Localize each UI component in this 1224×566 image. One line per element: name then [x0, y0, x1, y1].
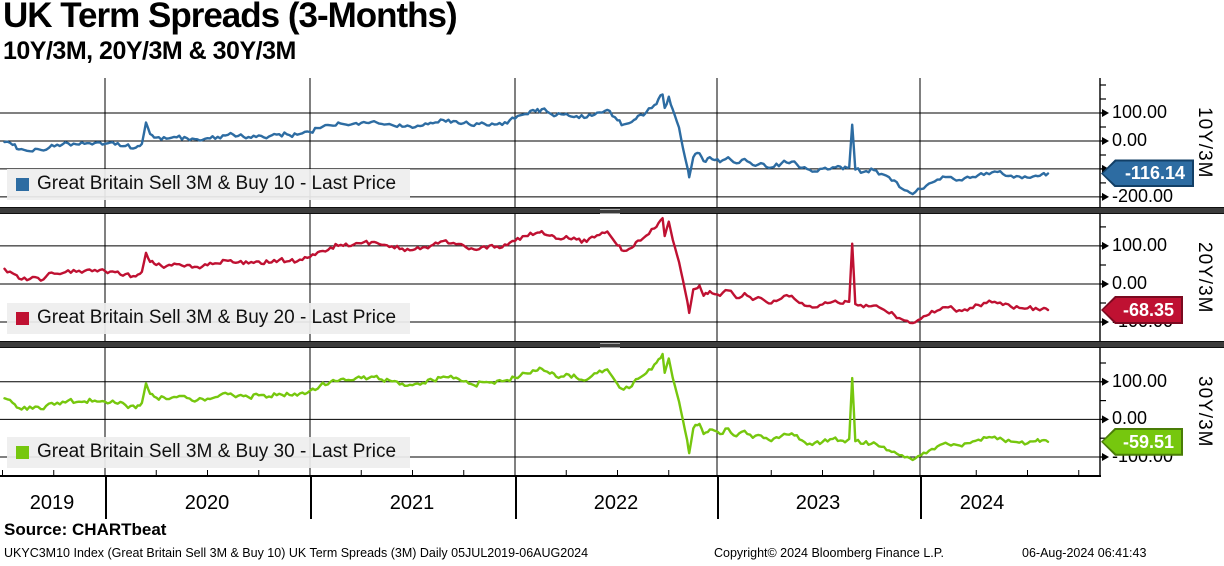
y-tick-label: 100.00 — [1112, 370, 1168, 391]
source-line: Source: CHARTbeat — [4, 520, 167, 539]
y-tick-label: 0.00 — [1112, 408, 1148, 429]
splitter-grip-icon[interactable] — [600, 209, 620, 214]
legend-swatch-icon — [16, 445, 29, 459]
series-line-30y3m — [3, 352, 1050, 462]
x-axis-frame — [0, 475, 1101, 477]
series-line-10y3m — [3, 93, 1050, 196]
y-tick-label: 100.00 — [1112, 101, 1168, 122]
x-year-label: 2021 — [389, 492, 435, 514]
series-line-20y3m — [3, 217, 1050, 325]
legend-label: Great Britain Sell 3M & Buy 10 - Last Pr… — [37, 173, 397, 194]
legend-label: Great Britain Sell 3M & Buy 30 - Last Pr… — [37, 441, 397, 462]
panel-splitter[interactable] — [0, 207, 1224, 214]
legend-20y3m[interactable]: Great Britain Sell 3M & Buy 20 - Last Pr… — [7, 303, 411, 334]
x-axis-year-separator — [105, 475, 107, 519]
timestamp: 06-Aug-2024 06:41:43 — [1022, 546, 1147, 560]
panel-splitter[interactable] — [0, 341, 1224, 348]
splitter-grip-icon[interactable] — [600, 343, 620, 348]
legend-swatch-icon — [16, 311, 29, 325]
panel-axis-label-10y3m: 10Y/3M — [1194, 106, 1215, 179]
panel-30y3m: 100.00 0.00 -100.00 -59.51 Great Britain Sel… — [0, 348, 1224, 475]
x-axis-year-separator — [515, 475, 517, 519]
legend-10y3m[interactable]: Great Britain Sell 3M & Buy 10 - Last Pr… — [7, 169, 411, 200]
security-info: UKYC3M10 Index (Great Britain Sell 3M & … — [4, 546, 589, 560]
x-year-label: 2023 — [795, 492, 841, 514]
chart-title: UK Term Spreads (3-Months) — [3, 0, 458, 35]
legend-label: Great Britain Sell 3M & Buy 20 - Last Pr… — [37, 307, 397, 328]
panel-plot-10y3m — [0, 78, 1109, 207]
x-axis-year-separator — [310, 475, 312, 519]
x-year-label: 2024 — [959, 492, 1005, 514]
last-price-value: -68.35 — [1103, 297, 1181, 322]
last-price-tag-10y3m: -116.14 — [1101, 159, 1194, 188]
panel-axis-label-20y3m: 20Y/3M — [1194, 241, 1215, 314]
x-axis-year-separator — [920, 475, 922, 519]
x-year-label: 2022 — [593, 492, 639, 514]
y-tick-label: 0.00 — [1112, 272, 1148, 293]
last-price-value: -59.51 — [1103, 429, 1181, 454]
last-price-tag-30y3m: -59.51 — [1101, 427, 1183, 456]
chart-subtitle: 10Y/3M, 20Y/3M & 30Y/3M — [3, 37, 296, 65]
legend-swatch-icon — [16, 177, 29, 191]
legend-30y3m[interactable]: Great Britain Sell 3M & Buy 30 - Last Pr… — [7, 437, 411, 468]
copyright-text: Copyright© 2024 Bloomberg Finance L.P. — [714, 546, 944, 560]
panel-axis-label-30y3m: 30Y/3M — [1194, 375, 1215, 448]
x-year-label: 2020 — [184, 492, 230, 514]
y-tick-label: 0.00 — [1112, 129, 1148, 150]
info-bar: UKYC3M10 Index (Great Britain Sell 3M & … — [0, 546, 1224, 564]
last-price-tag-20y3m: -68.35 — [1101, 295, 1183, 324]
y-tick-label: -200.00 — [1112, 185, 1174, 206]
last-price-value: -116.14 — [1103, 161, 1192, 186]
x-axis: 2019 2020 2021 2022 2023 2024 — [0, 475, 1224, 520]
x-year-label: 2019 — [29, 492, 75, 514]
x-axis-year-separator — [717, 475, 719, 519]
y-tick-label: 100.00 — [1112, 234, 1168, 255]
panel-plot-20y3m — [0, 214, 1109, 341]
